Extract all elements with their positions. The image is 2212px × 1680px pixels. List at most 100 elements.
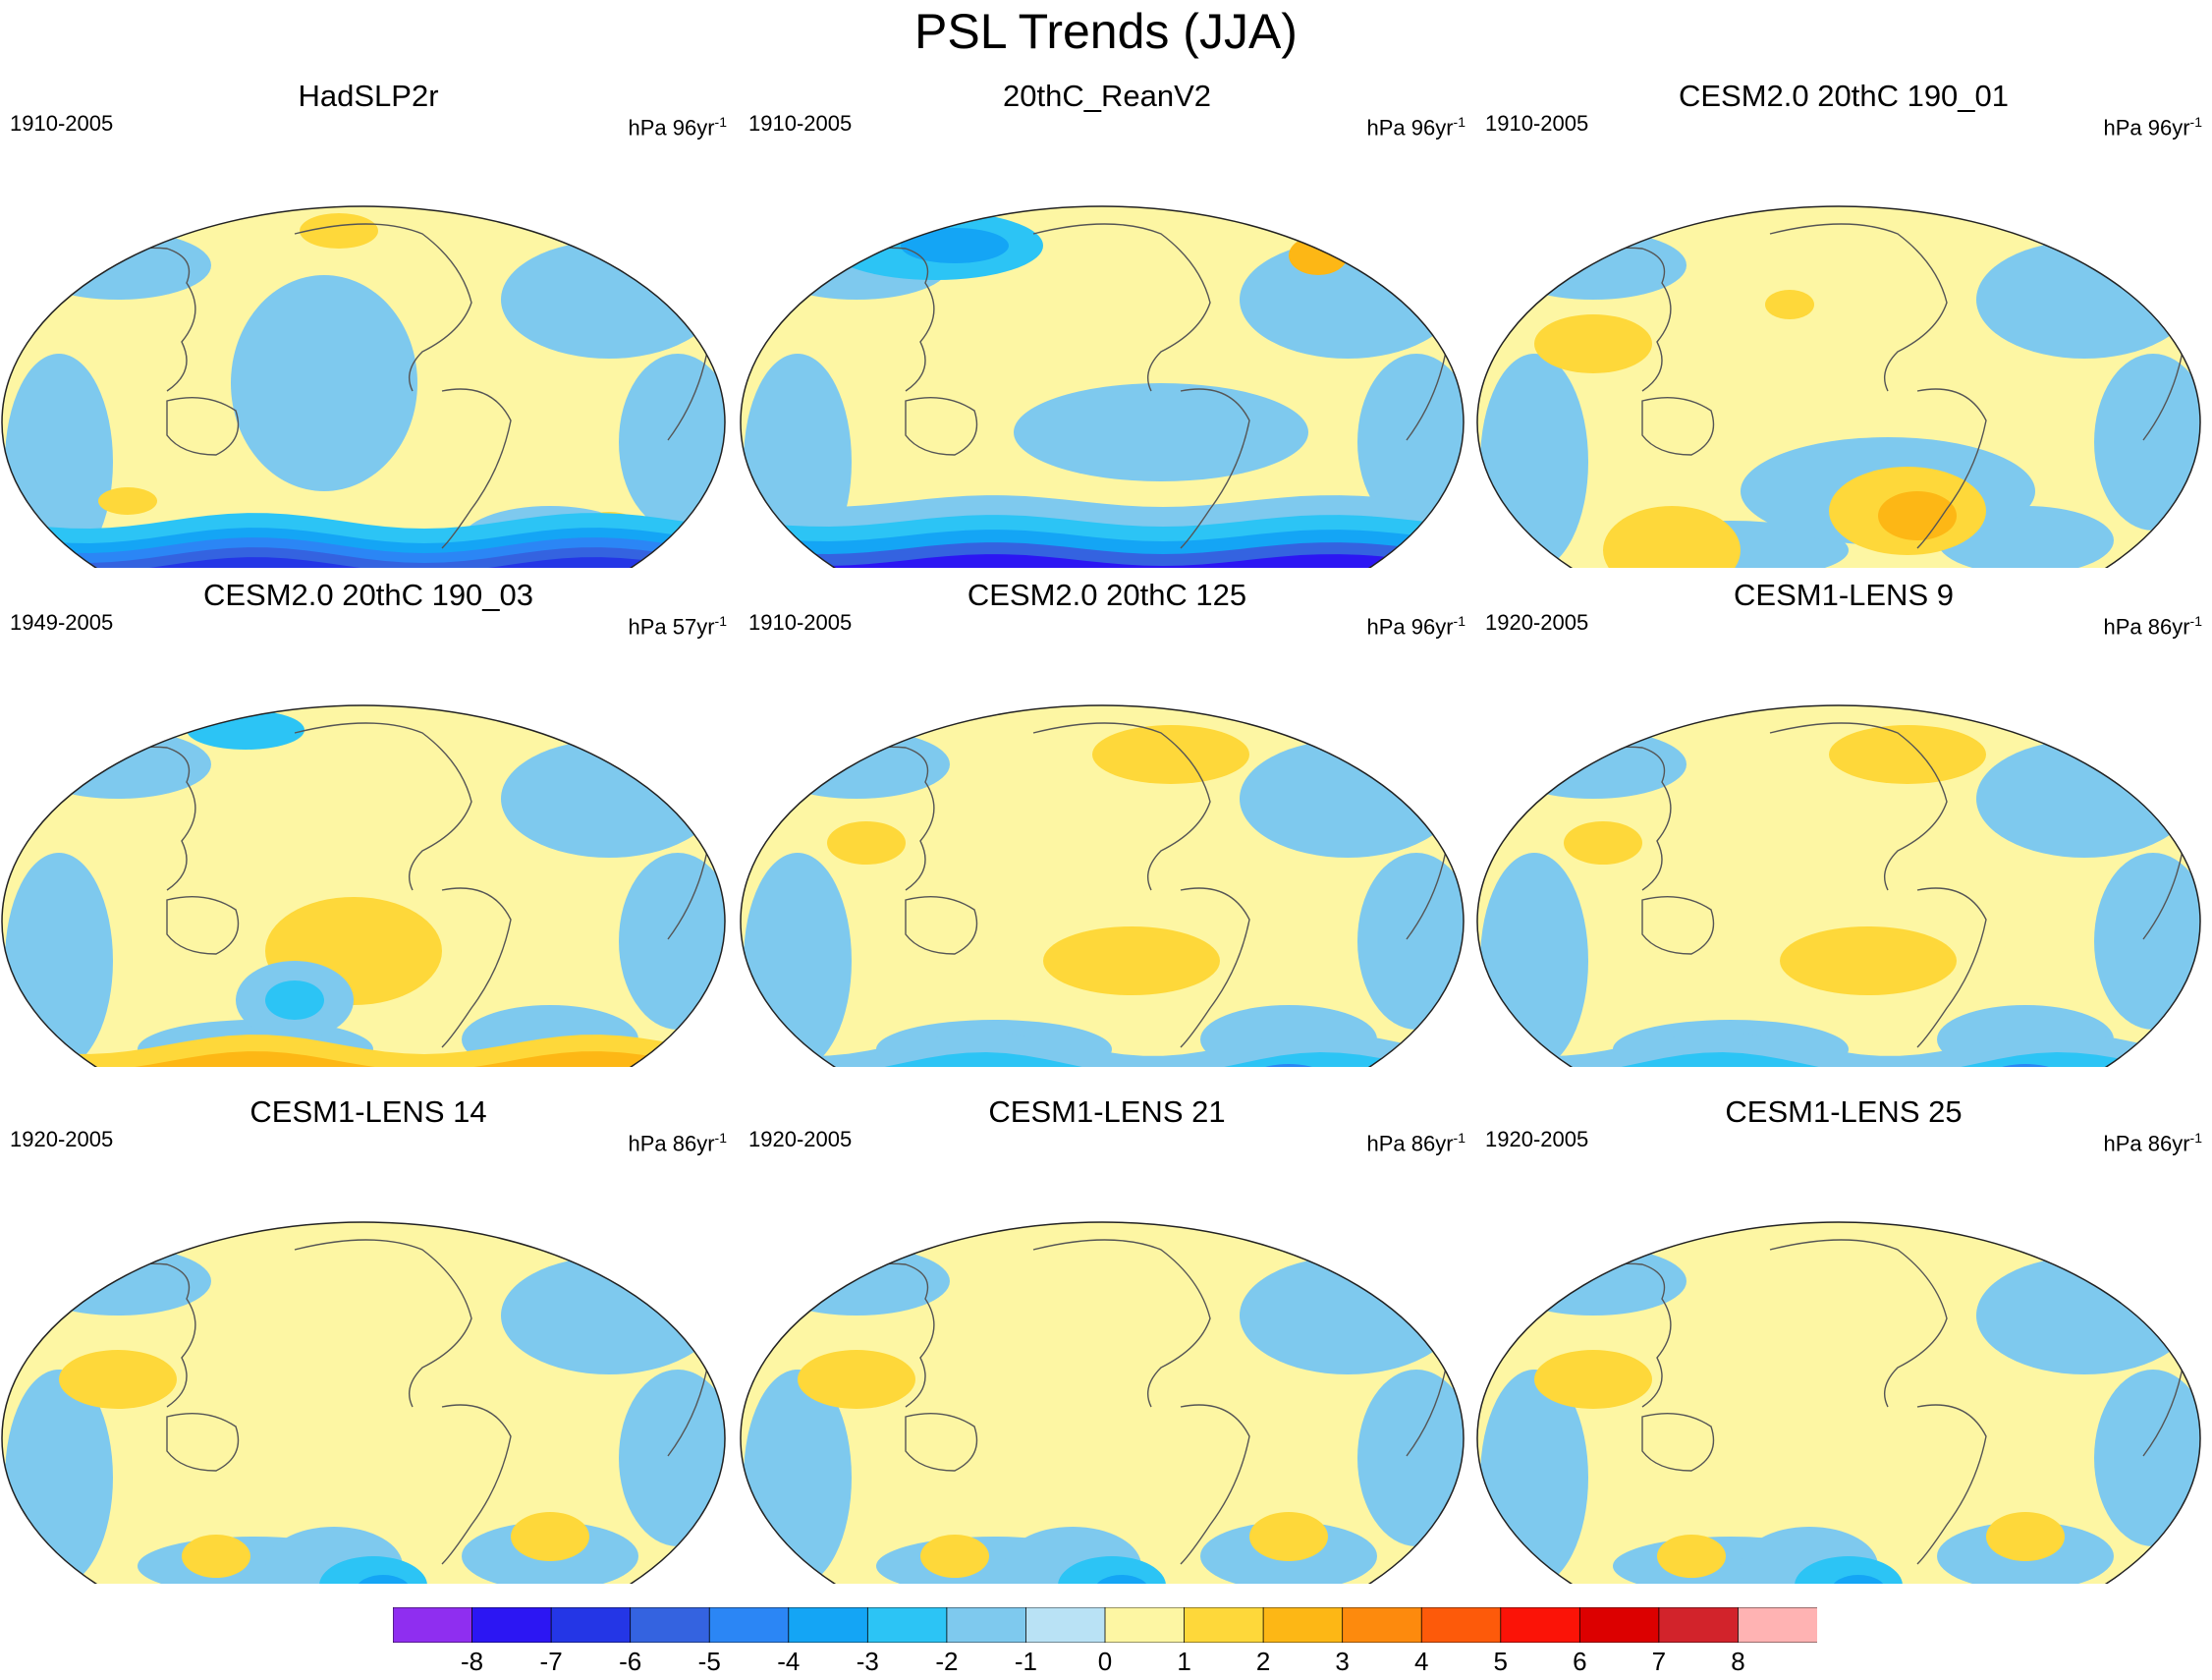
colorbar-tick-label: 7 — [1651, 1647, 1667, 1676]
field-patch — [619, 354, 725, 531]
panel-period: 1910-2005 — [10, 111, 114, 136]
field-patch — [1534, 314, 1652, 373]
coastline — [1032, 722, 1211, 891]
map-panel: HadSLP2r 1910-2005 hPa 96yr-1 — [0, 77, 737, 568]
field-patch — [763, 730, 950, 799]
colorbar-swatch — [1262, 1607, 1344, 1643]
colorbar-swatch — [1658, 1607, 1740, 1643]
map-panel: CESM1-LENS 9 1920-2005 hPa 86yr-1 — [1475, 576, 2212, 1067]
map-canvas — [1476, 205, 2201, 568]
field-patch — [319, 1556, 427, 1584]
map-panel: CESM1-LENS 21 1920-2005 hPa 86yr-1 — [739, 1092, 1475, 1584]
panel-period: 1910-2005 — [1485, 111, 1589, 136]
panel-units-exponent: -1 — [714, 114, 727, 130]
colorbar-swatch — [1738, 1607, 1817, 1643]
colorbar-tick-label: -3 — [856, 1647, 879, 1676]
coastline — [1769, 1239, 1948, 1408]
coastline — [294, 722, 472, 891]
colorbar-tick-label: 8 — [1731, 1647, 1745, 1676]
panel-units-exponent: -1 — [1453, 1130, 1465, 1146]
field-patch — [1092, 725, 1249, 784]
coastline — [905, 1412, 978, 1472]
field-patch — [1014, 383, 1308, 481]
field-patch — [763, 1247, 950, 1316]
field-patch — [827, 821, 906, 865]
field-patch — [25, 1247, 211, 1316]
colorbar-tick-label: 6 — [1573, 1647, 1587, 1676]
field-patch — [1976, 1257, 2192, 1374]
field-patch — [1357, 354, 1464, 531]
field-patch — [1976, 740, 2192, 858]
map-outline — [1, 205, 726, 568]
field-patch — [1795, 1556, 1903, 1584]
field-patch — [25, 730, 211, 799]
panel-period: 1920-2005 — [1485, 610, 1589, 635]
coastline — [166, 396, 240, 456]
panel-units: hPa 57yr-1 — [628, 613, 727, 640]
field-patch — [1480, 354, 1588, 568]
panel-title: CESM1-LENS 21 — [988, 1094, 1226, 1129]
panel-units-exponent: -1 — [2189, 114, 2202, 130]
field-patch — [265, 980, 324, 1020]
field-patch — [1240, 241, 1456, 359]
panel-period: 1910-2005 — [748, 610, 853, 635]
field-patch — [182, 1535, 250, 1578]
field-patch — [2094, 1370, 2200, 1546]
panel-units: hPa 86yr-1 — [1366, 1130, 1465, 1156]
colorbar-swatch — [393, 1607, 473, 1643]
panel-title: CESM1-LENS 25 — [1725, 1094, 1963, 1129]
field-patch — [1500, 1247, 1687, 1316]
field-patch — [1564, 821, 1642, 865]
field-patch — [1240, 740, 1456, 858]
field-patch — [1829, 725, 1986, 784]
panel-units: hPa 86yr-1 — [2103, 613, 2202, 640]
field-patch — [619, 853, 725, 1030]
field-patch — [1094, 1575, 1149, 1584]
colorbar-swatch — [1184, 1607, 1265, 1643]
colorbar-swatch — [630, 1607, 711, 1643]
colorbar-tick-label: -6 — [619, 1647, 642, 1676]
panel-title: HadSLP2r — [298, 79, 439, 113]
colorbar-swatch — [788, 1607, 869, 1643]
field-patch — [1976, 241, 2192, 359]
coastline — [1769, 223, 1948, 392]
map-outline — [740, 1221, 1465, 1584]
panel-units: hPa 96yr-1 — [2103, 114, 2202, 140]
colorbar-swatch — [550, 1607, 632, 1643]
map-canvas — [1, 1221, 726, 1584]
colorbar-swatch — [471, 1607, 553, 1643]
field-patch — [1058, 1556, 1166, 1584]
map-outline — [740, 205, 1465, 568]
panel-units-exponent: -1 — [1453, 613, 1465, 629]
map-canvas — [1476, 704, 2201, 1067]
colorbar-tick-label: -4 — [777, 1647, 801, 1676]
map-outline — [740, 704, 1465, 1067]
map-canvas — [740, 205, 1465, 568]
colorbar-tick-label: 5 — [1493, 1647, 1508, 1676]
field-patch — [511, 1512, 589, 1561]
map-outline — [1, 1221, 726, 1584]
panel-period: 1920-2005 — [748, 1127, 853, 1151]
field-patch — [25, 231, 211, 300]
map-outline — [1, 704, 726, 1067]
field-patch — [356, 1575, 411, 1584]
field-patch — [1289, 236, 1348, 275]
colorbar-tick-label: -7 — [539, 1647, 563, 1676]
panel-title: CESM1-LENS 14 — [249, 1094, 487, 1129]
panel-units-exponent: -1 — [714, 613, 727, 629]
field-patch — [619, 1370, 725, 1546]
field-patch — [59, 1350, 177, 1409]
map-canvas — [1, 205, 726, 568]
panel-units: hPa 96yr-1 — [1366, 114, 1465, 140]
colorbar-tick-label: 3 — [1335, 1647, 1350, 1676]
panel-period: 1920-2005 — [10, 1127, 114, 1151]
field-patch — [1043, 926, 1220, 995]
panel-title: CESM2.0 20thC 190_01 — [1678, 79, 2010, 113]
map-panel: CESM1-LENS 25 1920-2005 hPa 86yr-1 — [1475, 1092, 2212, 1584]
panel-units-exponent: -1 — [2189, 613, 2202, 629]
figure-title: PSL Trends (JJA) — [914, 4, 1298, 59]
coastline — [1032, 1239, 1211, 1408]
panel-units: hPa 96yr-1 — [628, 114, 727, 140]
coastline — [294, 223, 472, 392]
field-patch — [1240, 1257, 1456, 1374]
